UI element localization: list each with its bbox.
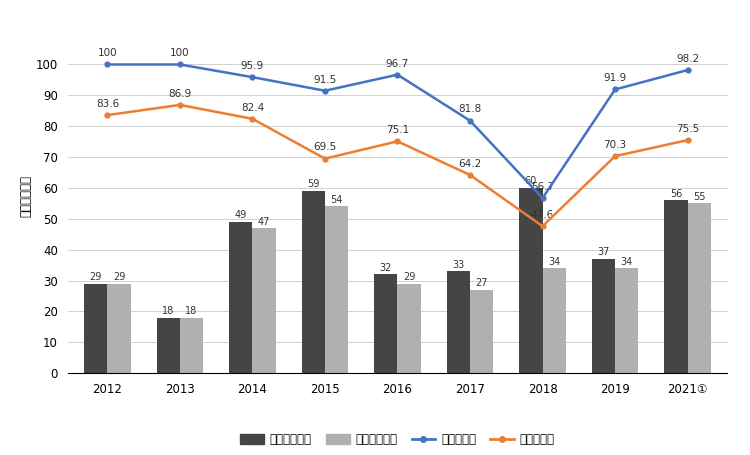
Text: 96.7: 96.7	[386, 59, 409, 69]
Text: 29: 29	[112, 272, 125, 282]
Text: 91.5: 91.5	[314, 75, 337, 85]
Text: 32: 32	[380, 263, 392, 273]
Text: 100: 100	[170, 48, 190, 58]
Text: 33: 33	[452, 260, 464, 270]
Text: 98.2: 98.2	[676, 54, 699, 64]
Text: 18: 18	[185, 306, 198, 316]
Text: 60: 60	[525, 177, 537, 187]
Bar	[592, 259, 615, 373]
Text: 27: 27	[476, 278, 488, 288]
Bar	[180, 318, 203, 373]
Bar	[542, 268, 566, 373]
Text: 100: 100	[98, 48, 117, 58]
Text: 81.8: 81.8	[458, 105, 482, 115]
Text: 82.4: 82.4	[241, 103, 264, 113]
Text: 49: 49	[235, 210, 247, 220]
Text: 75.1: 75.1	[386, 125, 409, 135]
Text: 29: 29	[89, 272, 102, 282]
Text: 56.7: 56.7	[531, 182, 554, 192]
Text: 70.3: 70.3	[604, 140, 627, 150]
Bar	[84, 283, 107, 373]
Text: 37: 37	[597, 248, 610, 258]
Text: 18: 18	[162, 306, 175, 316]
Text: 75.5: 75.5	[676, 124, 699, 134]
Bar	[688, 203, 711, 373]
Text: 91.9: 91.9	[604, 73, 627, 83]
Text: 95.9: 95.9	[241, 61, 264, 71]
Bar	[615, 268, 638, 373]
Text: 47: 47	[258, 217, 270, 227]
Text: 86.9: 86.9	[168, 89, 191, 99]
Bar	[107, 283, 130, 373]
Bar	[374, 274, 398, 373]
Text: 34: 34	[620, 257, 633, 267]
Text: 47.6: 47.6	[531, 210, 554, 220]
Text: 34: 34	[548, 257, 560, 267]
Text: 64.2: 64.2	[458, 159, 482, 169]
Bar	[302, 191, 325, 373]
Bar	[664, 200, 688, 373]
Text: 56: 56	[670, 189, 682, 199]
Bar	[519, 188, 542, 373]
Legend: 本校受検者数, 本校合格者数, 本校合格率, 全国合格率: 本校受検者数, 本校合格者数, 本校合格率, 全国合格率	[236, 429, 560, 451]
Text: 59: 59	[308, 179, 320, 189]
Bar	[470, 290, 494, 373]
Text: 69.5: 69.5	[314, 142, 337, 152]
Text: 54: 54	[331, 195, 343, 205]
Text: 83.6: 83.6	[96, 99, 119, 109]
Text: 55: 55	[693, 192, 706, 202]
Bar	[325, 207, 348, 373]
Bar	[398, 283, 421, 373]
Bar	[157, 318, 180, 373]
Bar	[230, 222, 253, 373]
Y-axis label: 人数・合格率: 人数・合格率	[20, 175, 33, 217]
Bar	[253, 228, 276, 373]
Bar	[447, 271, 470, 373]
Text: 29: 29	[403, 272, 416, 282]
